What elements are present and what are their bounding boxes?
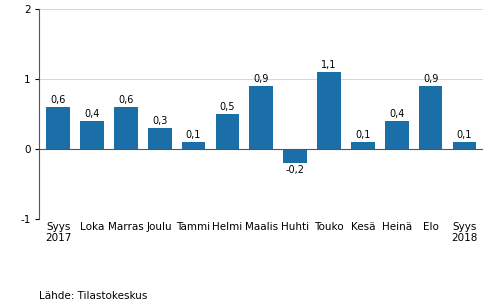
Text: 0,4: 0,4	[84, 109, 100, 119]
Text: 0,5: 0,5	[220, 102, 235, 112]
Bar	[148, 128, 172, 149]
Text: 0,4: 0,4	[389, 109, 404, 119]
Text: 1,1: 1,1	[321, 60, 337, 70]
Bar	[46, 107, 70, 149]
Bar	[249, 86, 273, 149]
Text: 0,9: 0,9	[423, 74, 438, 84]
Text: 0,1: 0,1	[457, 130, 472, 140]
Text: 0,1: 0,1	[355, 130, 371, 140]
Text: 0,3: 0,3	[152, 116, 167, 126]
Bar	[385, 121, 409, 149]
Text: 0,9: 0,9	[253, 74, 269, 84]
Text: 0,1: 0,1	[186, 130, 201, 140]
Bar	[182, 142, 206, 149]
Bar	[114, 107, 138, 149]
Bar	[283, 149, 307, 163]
Text: 0,6: 0,6	[50, 95, 66, 105]
Text: Lähde: Tilastokeskus: Lähde: Tilastokeskus	[39, 291, 148, 301]
Text: 0,6: 0,6	[118, 95, 134, 105]
Bar	[215, 114, 239, 149]
Bar	[453, 142, 476, 149]
Bar	[351, 142, 375, 149]
Bar	[419, 86, 443, 149]
Bar	[80, 121, 104, 149]
Bar	[317, 72, 341, 149]
Text: -0,2: -0,2	[285, 165, 305, 175]
